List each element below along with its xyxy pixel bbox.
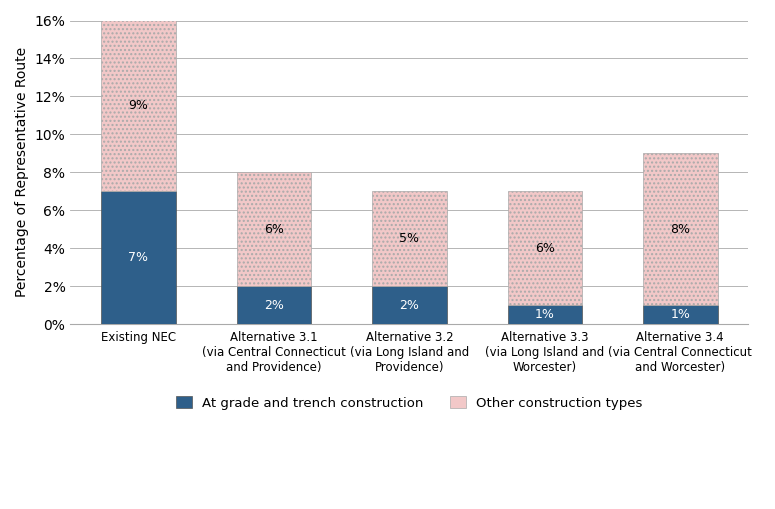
Bar bbox=[508, 305, 582, 324]
Text: 2%: 2% bbox=[399, 299, 419, 312]
Text: 7%: 7% bbox=[129, 251, 148, 264]
Text: 1%: 1% bbox=[535, 308, 555, 321]
Bar bbox=[236, 286, 311, 324]
Bar bbox=[372, 286, 446, 324]
Bar bbox=[508, 191, 582, 305]
Text: 5%: 5% bbox=[399, 232, 419, 245]
Bar bbox=[643, 153, 718, 305]
Text: 2%: 2% bbox=[264, 299, 284, 312]
Bar bbox=[101, 20, 176, 191]
Text: 1%: 1% bbox=[670, 308, 691, 321]
Bar bbox=[643, 305, 718, 324]
Text: 9%: 9% bbox=[129, 99, 148, 112]
Legend: At grade and trench construction, Other construction types: At grade and trench construction, Other … bbox=[170, 391, 648, 415]
Bar bbox=[101, 191, 176, 324]
Y-axis label: Percentage of Representative Route: Percentage of Representative Route bbox=[15, 47, 29, 297]
Bar bbox=[372, 191, 446, 286]
Text: 6%: 6% bbox=[535, 242, 555, 255]
Bar bbox=[236, 173, 311, 286]
Text: 8%: 8% bbox=[670, 223, 691, 236]
Text: 6%: 6% bbox=[264, 223, 284, 236]
